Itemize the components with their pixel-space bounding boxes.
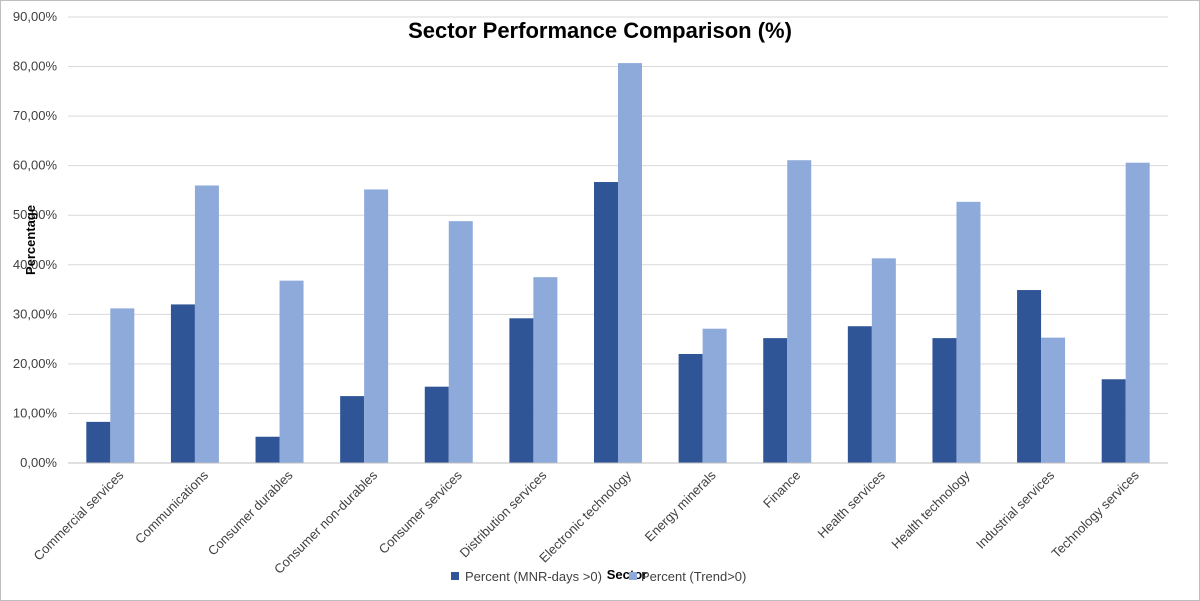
y-tick-label: 20,00% [13,356,58,371]
chart-title: Sector Performance Comparison (%) [408,18,792,43]
bar-series-2 [1041,337,1066,463]
bar-series-1 [932,338,957,463]
y-tick-label: 40,00% [13,257,58,272]
legend: Percent (MNR-days >0) Percent (Trend>0) [451,569,746,584]
bar-series-1 [170,304,195,463]
bar-series-2 [871,258,896,463]
bar-series-1 [678,353,703,463]
x-axis-title: Sector [607,567,647,582]
y-axis-title: Percentage [23,205,38,275]
bar-series-1 [509,318,534,463]
x-tick-label: Technology services [1048,467,1142,561]
bar-series-1 [1017,290,1042,463]
x-tick-label: Health services [815,467,889,541]
y-tick-label: 30,00% [13,306,58,321]
x-tick-label: Electronic technology [536,467,634,565]
y-tick-label: 10,00% [13,405,58,420]
bar-series-2 [364,189,389,463]
x-tick-label: Communications [132,467,211,546]
y-tick-label: 50,00% [13,207,58,222]
bar-series-1 [255,436,280,463]
bar-series-1 [424,386,449,463]
bar-series-2 [956,201,981,463]
x-tick-label: Consumer durables [205,467,296,558]
bar-series-1 [340,396,365,463]
bar-series-1 [594,182,618,463]
bar-series-2 [533,277,558,463]
bar-series-2 [787,160,812,463]
legend-label-series-1: Percent (MNR-days >0) [465,569,602,584]
bar-series-2 [194,185,219,463]
y-tick-label: 70,00% [13,108,58,123]
bar-series-2 [1125,162,1150,463]
y-tick-label: 80,00% [13,59,58,74]
x-tick-label: Consumer services [376,467,466,557]
bars [86,63,1150,463]
y-axis-tick-labels: 0,00% 10,00% 20,00% 30,00% 40,00% 50,00% 60,00… [13,9,58,470]
y-tick-label: 90,00% [13,9,58,24]
x-tick-label: Finance [760,468,803,511]
x-tick-label: Distribution services [457,467,550,560]
x-tick-label: Health technology [888,467,973,552]
bar-series-2 [618,63,642,463]
bar-series-2 [110,308,135,463]
legend-swatch-series-2 [629,572,637,580]
bar-series-1 [1101,379,1126,463]
bar-series-2 [448,221,473,463]
x-axis-tick-labels: Commercial services CommunicationsConsume… [31,467,1143,577]
bar-series-2 [702,328,727,463]
y-tick-label: 60,00% [13,158,58,173]
x-tick-label: Energy minerals [642,467,719,544]
x-tick-label: Commercial services [31,467,127,563]
legend-swatch-series-1 [451,572,459,580]
y-tick-label: 0,00% [20,455,57,470]
x-tick-label: Industrial services [973,467,1058,552]
bar-series-2 [279,280,304,463]
legend-label-series-2: Percent (Trend>0) [641,569,746,584]
bar-series-1 [763,338,788,463]
bar-series-1 [847,326,872,463]
bar-series-1 [86,421,111,463]
